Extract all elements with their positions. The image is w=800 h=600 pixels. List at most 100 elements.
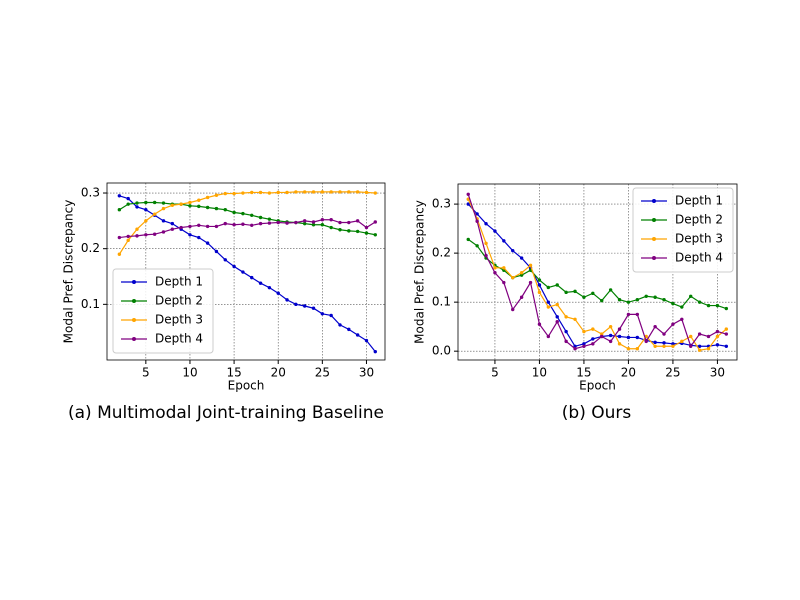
data-point xyxy=(179,225,183,230)
data-point xyxy=(537,283,542,287)
data-point xyxy=(644,294,648,298)
data-point xyxy=(475,212,479,216)
data-point xyxy=(161,206,166,211)
data-point xyxy=(355,229,360,234)
data-point xyxy=(117,208,122,212)
data-point xyxy=(706,303,711,308)
y-axis-label: Modal Pref. Discrepancy xyxy=(62,200,76,344)
data-point xyxy=(502,280,506,285)
data-point xyxy=(484,253,488,258)
data-point xyxy=(582,295,586,299)
data-point xyxy=(591,337,595,341)
data-point xyxy=(475,244,479,248)
data-point xyxy=(493,229,497,233)
data-point xyxy=(573,317,577,322)
data-point xyxy=(170,227,175,231)
data-point xyxy=(311,220,316,224)
legend-label: Depth 2 xyxy=(675,213,723,227)
data-point xyxy=(466,237,470,242)
caption: (b) Ours xyxy=(562,403,632,423)
data-point xyxy=(466,202,470,206)
data-point xyxy=(267,285,272,290)
data-point xyxy=(214,249,219,254)
data-point xyxy=(466,192,470,196)
data-point xyxy=(347,327,351,332)
data-point xyxy=(276,291,280,295)
y-tick-label: 0.3 xyxy=(81,186,100,200)
plot-frame xyxy=(457,183,738,361)
data-point xyxy=(285,298,289,302)
legend-box xyxy=(112,268,214,354)
data-point xyxy=(338,190,342,194)
data-point xyxy=(338,323,342,327)
data-point xyxy=(241,222,245,226)
data-point xyxy=(311,190,316,194)
data-point xyxy=(258,221,263,226)
legend-marker xyxy=(132,299,136,303)
data-point xyxy=(338,220,342,225)
data-point xyxy=(267,191,272,195)
data-point xyxy=(600,332,604,336)
data-point xyxy=(644,339,648,344)
data-point xyxy=(197,198,201,202)
data-point xyxy=(364,190,369,195)
data-point xyxy=(519,273,524,277)
data-point xyxy=(302,190,307,194)
plot-frame xyxy=(106,182,386,361)
x-tick-label: 15 xyxy=(576,366,591,380)
data-point xyxy=(591,291,595,296)
legend-label: Depth 3 xyxy=(155,313,203,327)
data-point xyxy=(338,228,342,232)
data-point xyxy=(347,190,351,194)
y-tick-label: 0.3 xyxy=(432,197,451,211)
data-point xyxy=(311,306,316,310)
data-point xyxy=(573,347,577,351)
data-point xyxy=(662,332,666,336)
data-point xyxy=(161,201,166,205)
data-point xyxy=(373,233,377,237)
data-point xyxy=(475,219,479,223)
data-point xyxy=(653,344,657,348)
data-point xyxy=(582,342,586,346)
legend-marker xyxy=(132,337,136,341)
data-point xyxy=(170,221,175,226)
data-point xyxy=(626,335,631,340)
data-point xyxy=(355,333,360,337)
data-point xyxy=(250,275,254,280)
data-point xyxy=(135,201,139,205)
data-point xyxy=(617,327,622,331)
legend-label: Depth 1 xyxy=(155,275,203,289)
data-point xyxy=(188,204,192,208)
data-point xyxy=(241,270,245,274)
x-tick-label: 5 xyxy=(142,366,150,380)
x-tick-label: 20 xyxy=(621,366,636,380)
data-point xyxy=(502,266,506,270)
caption: (a) Multimodal Joint-training Baseline xyxy=(68,403,384,423)
data-point xyxy=(302,304,307,308)
data-point xyxy=(267,221,272,225)
data-point xyxy=(697,348,702,352)
data-point xyxy=(205,241,210,245)
data-point xyxy=(144,219,148,223)
data-point xyxy=(653,295,657,299)
data-point xyxy=(267,217,272,221)
data-point xyxy=(276,220,280,225)
y-tick-label: 0.1 xyxy=(81,297,100,311)
data-point xyxy=(635,335,640,340)
data-point xyxy=(232,223,236,227)
data-point xyxy=(519,256,524,260)
data-point xyxy=(329,190,333,194)
data-point xyxy=(662,344,666,348)
data-point xyxy=(653,340,657,345)
data-point xyxy=(484,222,488,226)
data-point xyxy=(706,334,711,339)
data-point xyxy=(320,312,325,316)
data-point xyxy=(537,278,542,282)
data-point xyxy=(347,220,351,225)
data-point xyxy=(680,317,684,322)
x-tick-label: 25 xyxy=(665,366,680,380)
data-point xyxy=(126,238,130,243)
x-tick-label: 10 xyxy=(182,366,197,380)
data-point xyxy=(511,275,515,280)
data-point xyxy=(484,241,488,246)
